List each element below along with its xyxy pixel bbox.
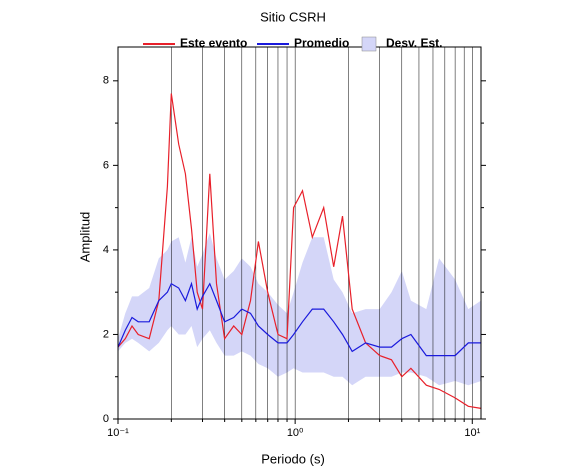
legend-label: Desv. Est. — [386, 36, 442, 50]
x-tick-label: 10⁻¹ — [107, 427, 129, 439]
y-axis-label: Amplitud — [77, 212, 92, 263]
series-line — [117, 93, 482, 409]
x-tick-label: 10¹ — [464, 427, 480, 439]
y-tick-label: 0 — [103, 413, 109, 425]
series-line — [117, 281, 481, 357]
legend-label: Este evento — [180, 36, 247, 50]
std-band — [118, 233, 481, 386]
y-tick-label: 8 — [103, 75, 109, 87]
y-tick-label: 4 — [103, 244, 109, 256]
x-axis-label: Periodo (s) — [261, 451, 325, 466]
legend-swatch — [361, 36, 377, 52]
chart-title: Sitio CSRH — [260, 9, 326, 24]
y-tick-label: 2 — [103, 328, 109, 340]
x-tick-label: 10⁰ — [287, 427, 304, 439]
plot-frame — [117, 46, 482, 420]
y-tick-label: 6 — [103, 159, 109, 171]
legend-label: Promedio — [294, 36, 349, 50]
